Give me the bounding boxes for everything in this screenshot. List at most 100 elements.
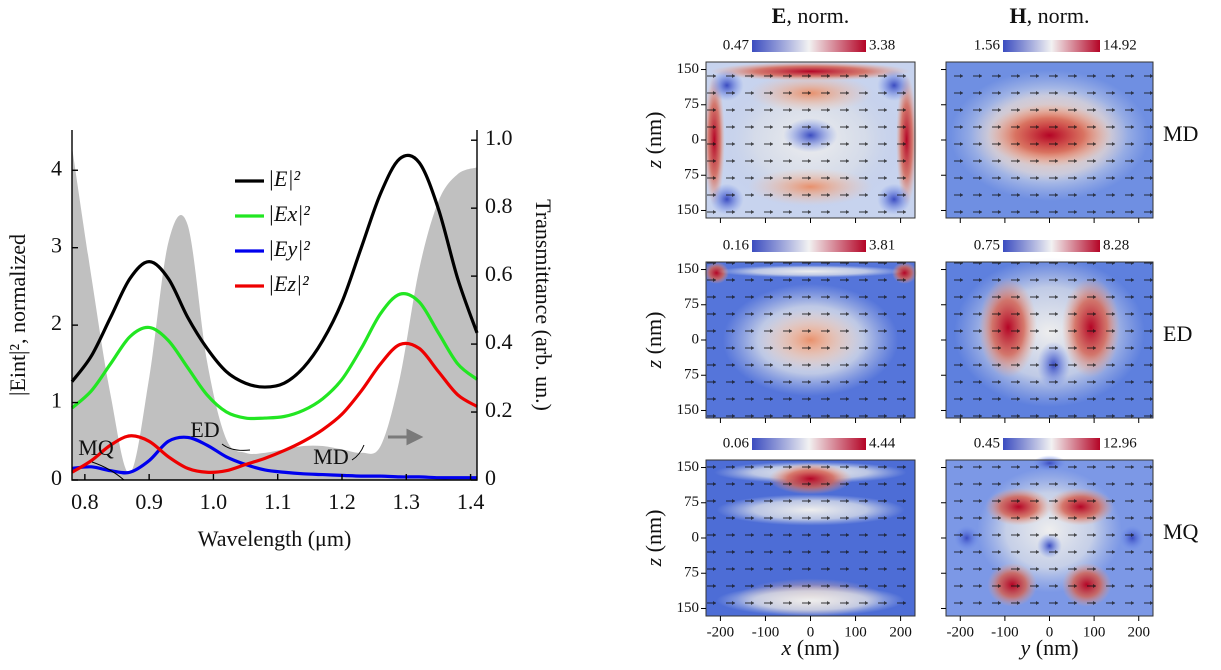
- annotation-leader: [91, 461, 125, 481]
- colorbar-min: 0.75: [974, 237, 1000, 253]
- column-title-part: , norm.: [786, 3, 849, 28]
- y-axis-label: |Eint|², normalized: [5, 234, 30, 396]
- y-axis-label: z (nm): [641, 510, 666, 568]
- y-tick-label: 0: [51, 465, 62, 490]
- x-tick-label: -100: [991, 624, 1019, 640]
- x-axis-label-part: y: [1018, 635, 1030, 660]
- y2-tick-label: 0.8: [485, 193, 513, 218]
- colorbar-max: 3.81: [869, 237, 895, 253]
- x-tick-label: 200: [889, 624, 912, 640]
- y-axis-label: z (nm): [641, 312, 666, 370]
- x-tick-label: -200: [707, 624, 735, 640]
- colorbar-min: 1.56: [974, 37, 1001, 53]
- colorbar: [752, 40, 866, 52]
- y-tick-label: 2: [51, 310, 62, 335]
- y-tick-label: 75: [684, 167, 699, 183]
- y-tick-label: 150: [677, 459, 700, 475]
- colorbar: [1003, 240, 1100, 252]
- colorbar: [1003, 40, 1100, 52]
- colorbar-min: 0.16: [723, 237, 750, 253]
- x-tick-label: 1.3: [393, 489, 421, 514]
- x-axis-label: y (nm): [1018, 635, 1078, 660]
- x-tick-label: 0: [1046, 624, 1054, 640]
- colorbar: [752, 438, 866, 450]
- x-tick-label: 1.2: [328, 489, 356, 514]
- row-label: ED: [1163, 321, 1192, 346]
- field-arrows: [706, 262, 915, 418]
- x-tick-label: 200: [1127, 624, 1150, 640]
- row-label: MQ: [1163, 519, 1199, 544]
- x-tick-label: 1.1: [264, 489, 292, 514]
- field-arrows: [706, 62, 915, 218]
- field-arrows: [946, 62, 1153, 218]
- legend-label: |Ex|²: [268, 201, 310, 226]
- x-axis-label: x (nm): [780, 635, 839, 660]
- legend-label: |E|²: [268, 166, 301, 191]
- y-tick-label: 150: [677, 600, 700, 616]
- legend-label: |Ey|²: [268, 236, 310, 261]
- x-tick-label: -200: [947, 624, 975, 640]
- annotation-leader: [221, 443, 251, 451]
- y-axis-label-part: z: [641, 359, 666, 369]
- y-axis-label-part: (nm): [641, 510, 666, 558]
- x-axis-label-part: x: [780, 635, 791, 660]
- y2-axis-label: Transmittance (arb. un.): [531, 199, 556, 411]
- annotation-leader: [351, 444, 365, 461]
- series-line: [70, 292, 479, 421]
- y-tick-label: 150: [677, 61, 700, 77]
- colorbar-min: 0.45: [974, 435, 1000, 451]
- y-tick-label: 75: [684, 96, 699, 112]
- column-title-part: E: [772, 3, 787, 28]
- y-axis-label-part: z: [641, 159, 666, 169]
- annotation: MQ: [78, 435, 114, 460]
- colorbar-max: 3.38: [869, 37, 895, 53]
- row-label: MD: [1163, 121, 1198, 146]
- y-tick-label: 4: [51, 155, 62, 180]
- series-line: [70, 153, 479, 389]
- annotation: ED: [190, 417, 219, 442]
- y-tick-label: 75: [684, 367, 699, 383]
- field-arrows: [946, 262, 1153, 418]
- column-title: E, norm.: [772, 3, 850, 28]
- colorbar-max: 14.92: [1103, 37, 1137, 53]
- shift-arrow: [388, 428, 424, 446]
- y2-tick-label: 0: [485, 465, 496, 490]
- y-tick-label: 0: [692, 131, 700, 147]
- y-tick-label: 3: [51, 233, 62, 258]
- y2-tick-label: 0.2: [485, 397, 513, 422]
- y-tick-label: 150: [677, 202, 700, 218]
- y-tick-label: 75: [684, 296, 699, 312]
- colorbar-min: 0.47: [723, 37, 750, 53]
- x-tick-label: 0: [807, 624, 815, 640]
- x-tick-label: 0.8: [71, 489, 99, 514]
- colorbar: [752, 240, 866, 252]
- y-tick-label: 0: [692, 529, 700, 545]
- colorbar-max: 12.96: [1103, 435, 1137, 451]
- y-axis-label-part: z: [641, 557, 666, 567]
- column-title-part: H: [1009, 3, 1026, 28]
- x-axis-label-part: (nm): [791, 635, 839, 660]
- legend-label: |Ez|²: [268, 271, 309, 296]
- x-axis-label: Wavelength (μm): [198, 526, 352, 551]
- x-tick-label: -100: [752, 624, 780, 640]
- colorbar-max: 4.44: [869, 435, 896, 451]
- y-tick-label: 75: [684, 565, 699, 581]
- annotation: MD: [313, 444, 348, 469]
- series-line: [71, 435, 477, 480]
- y2-tick-label: 0.6: [485, 261, 513, 286]
- y-axis-label: z (nm): [641, 112, 666, 170]
- transmittance-area: [72, 146, 477, 480]
- y-tick-label: 75: [684, 494, 699, 510]
- field-arrows: [706, 460, 915, 616]
- y-axis-label-part: (nm): [641, 312, 666, 360]
- x-tick-label: 100: [1083, 624, 1106, 640]
- y-tick-label: 150: [677, 402, 700, 418]
- series-line: [71, 341, 478, 474]
- x-tick-label: 0.9: [135, 489, 163, 514]
- column-title-part: , norm.: [1027, 3, 1090, 28]
- x-tick-label: 1.0: [200, 489, 228, 514]
- colorbar: [1003, 438, 1100, 450]
- x-tick-label: 100: [844, 624, 867, 640]
- y-tick-label: 150: [677, 261, 700, 277]
